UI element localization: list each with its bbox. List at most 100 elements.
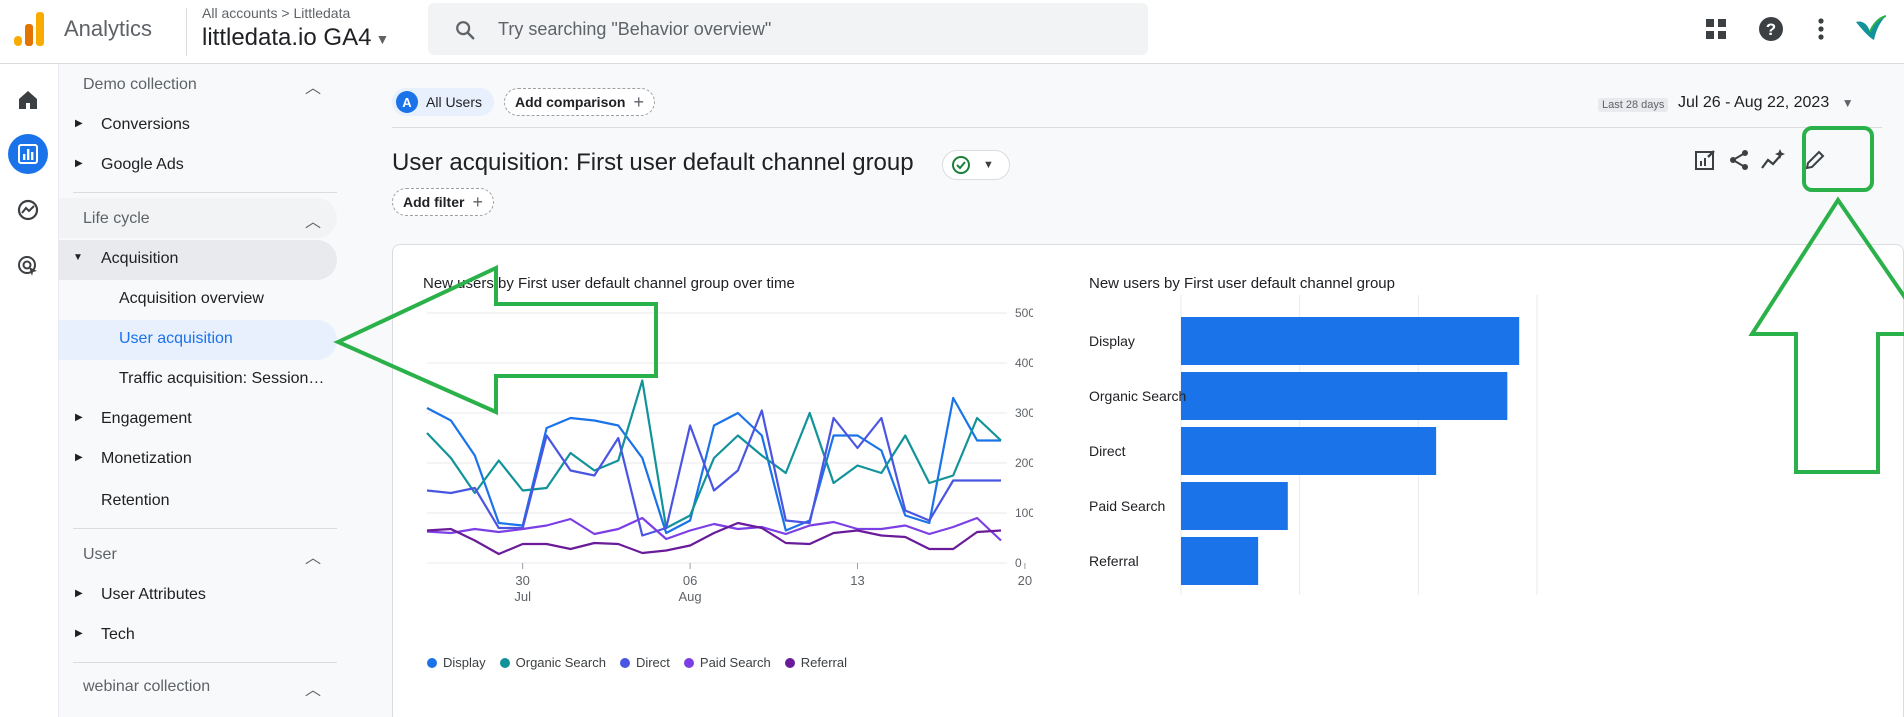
nav-item-google-ads[interactable]: Google Ads <box>101 156 184 173</box>
chevron-up-icon[interactable]: ︿ <box>305 214 322 231</box>
series-line-paid-search[interactable] <box>426 516 1002 542</box>
customize-report-button[interactable] <box>1690 145 1720 175</box>
check-circle-icon <box>952 156 970 174</box>
nav-item-retention[interactable]: Retention <box>101 492 170 509</box>
category-label: Paid Search <box>1089 498 1165 514</box>
expand-triangle-icon[interactable]: ▶ <box>75 158 83 169</box>
more-vert-icon[interactable] <box>1816 17 1826 41</box>
category-label: Referral <box>1089 553 1139 569</box>
legend-item[interactable]: Organic Search <box>499 655 606 670</box>
legend-item[interactable]: Paid Search <box>683 655 771 670</box>
y-tick-label: 300 <box>1015 406 1033 420</box>
nav-item-acquisition[interactable]: Acquisition <box>101 250 179 267</box>
add-filter-button[interactable]: Add filter + <box>392 188 494 216</box>
nav-section-life-cycle[interactable]: Life cycle <box>83 210 150 227</box>
add-comparison-button[interactable]: Add comparison + <box>504 88 655 116</box>
left-rail <box>0 64 58 717</box>
bar-direct[interactable] <box>1181 427 1437 475</box>
edit-report-button[interactable] <box>1800 145 1830 175</box>
legend-label: Paid Search <box>699 655 771 670</box>
expand-triangle-icon[interactable]: ▶ <box>75 628 83 639</box>
chevron-up-icon[interactable]: ︿ <box>305 550 322 567</box>
apps-grid-icon[interactable] <box>1704 17 1728 41</box>
title-options-chip[interactable]: ▼ <box>942 150 1010 180</box>
add-comparison-label: Add comparison <box>515 94 626 110</box>
nav-section-demo-collection[interactable]: Demo collection <box>83 76 197 93</box>
expand-triangle-icon[interactable]: ▶ <box>75 452 83 463</box>
expand-triangle-icon[interactable]: ▶ <box>75 118 83 129</box>
insights-sparkle-icon <box>1761 149 1785 169</box>
expand-triangle-icon[interactable]: ▶ <box>75 588 83 599</box>
legend-item[interactable]: Direct <box>619 655 670 670</box>
series-line-referral[interactable] <box>426 521 1002 556</box>
rail-explore-button[interactable] <box>8 190 48 230</box>
category-label: Organic Search <box>1089 388 1186 404</box>
rail-advertising-button[interactable] <box>8 246 48 286</box>
x-tick-label: 30 <box>515 573 529 588</box>
nav-item-engagement[interactable]: Engagement <box>101 410 192 427</box>
category-label: Direct <box>1089 443 1126 459</box>
insights-button[interactable] <box>1758 145 1788 175</box>
property-name: littledata.io GA4 <box>202 24 372 51</box>
caret-down-icon: ▼ <box>375 30 390 47</box>
explore-icon <box>17 199 39 221</box>
nav-item-acquisition-overview[interactable]: Acquisition overview <box>119 290 264 307</box>
nav-divider <box>73 528 337 529</box>
date-range-selector[interactable]: Jul 26 - Aug 22, 2023 ▼ <box>1678 94 1854 112</box>
pencil-icon <box>1805 150 1825 170</box>
report-main: A All Users Add comparison + Last 28 days… <box>350 64 1904 717</box>
bar-referral[interactable] <box>1181 537 1259 585</box>
category-label: Display <box>1089 333 1135 349</box>
hummingbird-brand-icon[interactable] <box>1852 12 1888 44</box>
header-divider <box>186 8 187 56</box>
expand-triangle-icon[interactable]: ▶ <box>75 412 83 423</box>
segment-label: All Users <box>426 94 483 110</box>
nav-item-conversions[interactable]: Conversions <box>101 116 190 133</box>
chevron-up-icon[interactable]: ︿ <box>305 682 322 699</box>
legend-dot-icon <box>683 657 694 668</box>
x-tick-sublabel: Aug <box>679 589 702 604</box>
property-selector[interactable]: littledata.io GA4 ▼ <box>202 24 389 52</box>
account-breadcrumb[interactable]: All accounts > Littledata <box>202 5 351 21</box>
nav-section-user[interactable]: User <box>83 546 117 563</box>
acquisition-highlight <box>59 240 337 280</box>
series-line-organic-search[interactable] <box>426 379 1002 530</box>
legend-item[interactable]: Referral <box>784 655 847 670</box>
nav-item-user-attributes[interactable]: User Attributes <box>101 586 206 603</box>
legend-item[interactable]: Display <box>427 655 486 670</box>
lifecycle-highlight <box>59 198 337 238</box>
collapse-triangle-icon[interactable]: ▼ <box>73 252 83 263</box>
search-bar[interactable]: Try searching "Behavior overview" <box>428 3 1148 55</box>
nav-section-webinar-collection[interactable]: webinar collection <box>83 678 211 695</box>
legend-label: Organic Search <box>515 655 606 670</box>
rail-reports-button[interactable] <box>8 134 48 174</box>
home-icon <box>19 91 37 109</box>
chevron-up-icon[interactable]: ︿ <box>305 80 322 97</box>
legend-label: Display <box>443 655 486 670</box>
nav-item-traffic-acquisition[interactable]: Traffic acquisition: Session… <box>119 370 325 387</box>
analytics-logo-icon[interactable] <box>14 12 46 46</box>
y-tick-label: 100 <box>1015 506 1033 520</box>
bar-display[interactable] <box>1181 317 1520 365</box>
nav-item-tech[interactable]: Tech <box>101 626 135 643</box>
nav-item-monetization[interactable]: Monetization <box>101 450 192 467</box>
search-icon <box>456 21 475 40</box>
legend-dot-icon <box>499 657 510 668</box>
rail-home-button[interactable] <box>8 80 48 120</box>
line-chart-title: New users by First user default channel … <box>423 275 795 292</box>
segment-chip[interactable]: A All Users <box>392 88 495 116</box>
caret-down-icon: ▼ <box>983 159 994 171</box>
bar-organic-search[interactable] <box>1181 372 1508 420</box>
x-tick-sublabel: Jul <box>514 589 531 604</box>
share-button[interactable] <box>1724 145 1754 175</box>
svg-text:?: ? <box>1766 20 1776 39</box>
y-tick-label: 500 <box>1015 306 1033 320</box>
search-input[interactable]: Try searching "Behavior overview" <box>498 19 772 39</box>
help-icon[interactable]: ? <box>1758 16 1784 42</box>
bar-paid-search[interactable] <box>1181 482 1288 530</box>
nav-item-user-acquisition[interactable]: User acquisition <box>119 330 233 347</box>
reports-bar-chart-icon <box>18 144 38 164</box>
x-tick-label: 06 <box>683 573 697 588</box>
